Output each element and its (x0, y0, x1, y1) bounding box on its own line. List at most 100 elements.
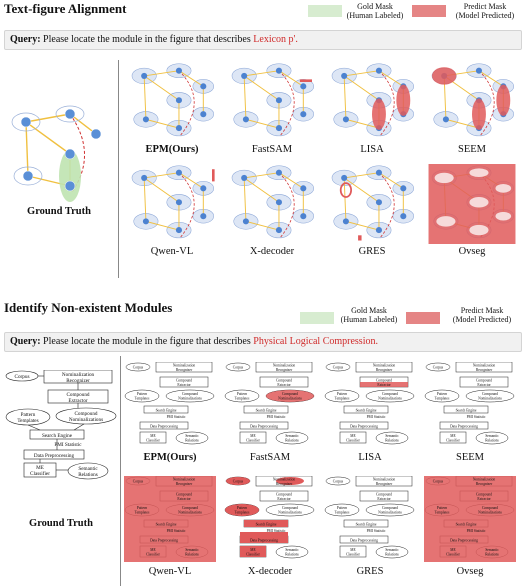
svg-text:Compound: Compound (376, 379, 392, 383)
svg-text:Compound: Compound (282, 392, 298, 396)
svg-text:Corpus: Corpus (133, 480, 144, 484)
thumb-x-decoder (231, 165, 314, 239)
svg-text:Search Engine: Search Engine (356, 409, 377, 413)
svg-text:Extractor: Extractor (277, 497, 291, 501)
svg-text:Nominalization: Nominalization (173, 364, 196, 368)
svg-text:Pattern: Pattern (237, 392, 247, 396)
query-highlight: Lexicon p'. (253, 34, 298, 45)
thumb-gres (331, 165, 415, 241)
svg-text:Classifier: Classifier (146, 439, 161, 443)
svg-text:Extractor: Extractor (477, 497, 491, 501)
svg-text:Search Engine: Search Engine (156, 523, 177, 527)
svg-text:Classifier: Classifier (146, 553, 161, 557)
gt-flow-nom1: Nominalization (62, 372, 95, 378)
section1-title: Text-figure Alignment (4, 1, 127, 16)
thumb-qwen-vl: Corpus NominalizationRecognizerCompoundEx… (124, 476, 216, 562)
svg-text:PMI Statistic: PMI Statistic (467, 529, 486, 533)
gt-flow-corpus: Corpus (15, 374, 30, 380)
svg-text:Classifier: Classifier (346, 439, 361, 443)
svg-text:Semantic: Semantic (285, 548, 299, 552)
model-label-x-decoder: X-decoder (249, 246, 295, 257)
svg-text:Compound: Compound (282, 506, 298, 510)
section2-title: Identify Non-existent Modules (4, 300, 173, 315)
svg-text:Nominalizations: Nominalizations (278, 397, 302, 401)
svg-text:Search Engine: Search Engine (156, 409, 177, 413)
svg-text:Relations: Relations (485, 553, 499, 557)
svg-text:Relations: Relations (185, 553, 199, 557)
svg-text:Data Preprocessing: Data Preprocessing (250, 425, 278, 429)
gt-flow-pmi: PMI Statistic (54, 442, 82, 448)
svg-text:Semantic: Semantic (185, 548, 199, 552)
svg-text:ME: ME (450, 548, 456, 552)
svg-text:Compound: Compound (376, 493, 392, 497)
svg-text:ME: ME (250, 548, 256, 552)
ground-truth-label-2: Ground Truth (29, 518, 93, 529)
model-label-epm-ours: EPM(Ours) (143, 452, 197, 463)
svg-text:Templates: Templates (235, 397, 250, 401)
svg-text:Relations: Relations (285, 553, 299, 557)
svg-text:PMI Statistic: PMI Statistic (467, 415, 486, 419)
svg-text:Classifier: Classifier (246, 553, 261, 557)
svg-text:Templates: Templates (135, 511, 150, 515)
svg-text:Compound: Compound (276, 379, 292, 383)
svg-text:Relations: Relations (385, 553, 399, 557)
svg-text:Compound: Compound (382, 506, 398, 510)
svg-text:Nominalization: Nominalization (273, 364, 296, 368)
query-prefix-2: Query: (10, 336, 41, 347)
gt-flow-pattern1: Pattern (21, 412, 36, 418)
thumb-fastsam (231, 63, 314, 137)
svg-text:Recognizer: Recognizer (376, 482, 393, 486)
svg-text:ME: ME (150, 548, 156, 552)
predict-mask-legend-2: Predict Mask (Model Predicted) (442, 306, 522, 324)
svg-text:Semantic: Semantic (385, 548, 399, 552)
predict-mask-swatch (412, 5, 446, 17)
predict-mask-legend: Predict Mask (Model Predicted) (446, 2, 524, 20)
svg-text:Nominalization: Nominalization (373, 478, 396, 482)
svg-text:Nominalization: Nominalization (473, 364, 496, 368)
thumb-x-decoder: Corpus NominalizationRecognizerCompoundEx… (224, 476, 315, 559)
svg-text:Data Preprocessing: Data Preprocessing (250, 539, 278, 543)
svg-text:PMI Statistic: PMI Statistic (367, 415, 386, 419)
svg-text:Compound: Compound (482, 506, 498, 510)
model-label-epm-ours: EPM(Ours) (145, 144, 199, 155)
svg-text:Pattern: Pattern (337, 392, 347, 396)
model-label-seem: SEEM (455, 452, 484, 463)
svg-text:PMI Statistic: PMI Statistic (167, 415, 186, 419)
svg-text:Compound: Compound (476, 379, 492, 383)
svg-text:Compound: Compound (176, 493, 192, 497)
svg-text:Nominalizations: Nominalizations (378, 511, 402, 515)
svg-text:Semantic: Semantic (285, 434, 299, 438)
svg-text:Nominalization: Nominalization (273, 478, 296, 482)
svg-text:Extractor: Extractor (177, 383, 191, 387)
svg-text:Pattern: Pattern (437, 392, 447, 396)
svg-text:PMI Statistic: PMI Statistic (267, 415, 286, 419)
svg-text:Corpus: Corpus (233, 480, 244, 484)
svg-text:Corpus: Corpus (433, 480, 444, 484)
svg-text:Pattern: Pattern (337, 506, 347, 510)
model-label-lisa: LISA (360, 144, 384, 155)
model-label-fastsam: FastSAM (249, 452, 291, 463)
gt-flow-compound2: Extractor (68, 398, 88, 404)
svg-text:Nominalizations: Nominalizations (178, 511, 202, 515)
section1-query: Query: Please locate the module in the f… (4, 30, 522, 50)
svg-text:Templates: Templates (135, 397, 150, 401)
thumb-ovseg: Corpus NominalizationRecognizerCompoundEx… (424, 476, 516, 562)
thumb-fastsam: Corpus NominalizationRecognizerCompoundEx… (224, 362, 315, 445)
ground-truth-label-1: Ground Truth (27, 206, 91, 217)
gold-mask-legend: Gold Mask (Human Labeled) (340, 2, 410, 20)
svg-text:Relations: Relations (185, 439, 199, 443)
thumb-seem: Corpus NominalizationRecognizerCompoundEx… (424, 362, 515, 445)
svg-text:Recognizer: Recognizer (376, 368, 393, 372)
gold-mask-legend-2-line1: Gold Mask (351, 306, 387, 315)
svg-text:Search Engine: Search Engine (356, 523, 377, 527)
svg-text:Data Preprocessing: Data Preprocessing (450, 539, 478, 543)
model-label-seem: SEEM (457, 144, 486, 155)
thumb-lisa (331, 63, 415, 137)
svg-text:Data Preprocessing: Data Preprocessing (150, 539, 178, 543)
svg-text:Corpus: Corpus (333, 480, 344, 484)
svg-text:Search Engine: Search Engine (456, 523, 477, 527)
gt-flow-sem1: Semantic (78, 466, 98, 472)
thumb-epm-ours: Corpus NominalizationRecognizerCompoundEx… (124, 362, 215, 445)
query-prefix: Query: (10, 34, 41, 45)
svg-text:Extractor: Extractor (277, 383, 291, 387)
